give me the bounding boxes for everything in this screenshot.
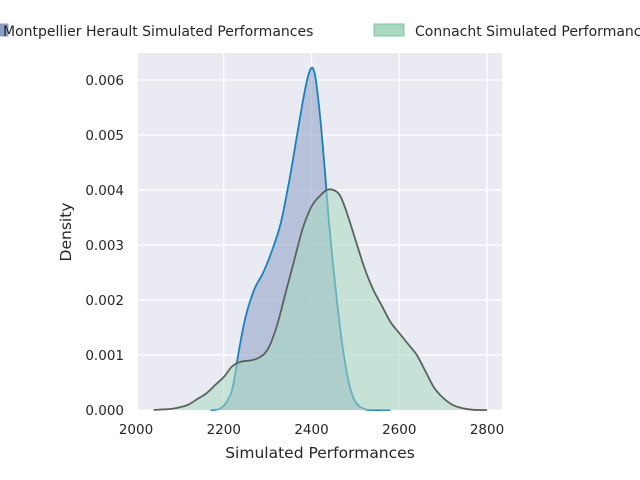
y-axis-label: Density bbox=[57, 203, 75, 262]
y-tick-label: 0.001 bbox=[85, 348, 124, 364]
y-tick-label: 0.004 bbox=[85, 183, 124, 199]
legend-swatch-montpellier bbox=[0, 23, 9, 37]
density-area-connacht bbox=[153, 189, 488, 411]
y-tick-label: 0.005 bbox=[85, 128, 124, 144]
x-tick-label: 2000 bbox=[119, 422, 153, 438]
legend: Montpellier Herault Simulated Performanc… bbox=[0, 23, 640, 40]
x-axis-ticks: 2000 2200 2400 2600 2800 bbox=[119, 422, 504, 438]
x-tick-label: 2600 bbox=[382, 422, 416, 438]
density-line-connacht bbox=[153, 188, 488, 411]
x-tick-label: 2800 bbox=[470, 422, 504, 438]
x-tick-label: 2200 bbox=[207, 422, 241, 438]
y-tick-label: 0.002 bbox=[85, 293, 124, 309]
density-series bbox=[153, 66, 488, 411]
legend-label-montpellier: Montpellier Herault Simulated Performanc… bbox=[3, 24, 313, 40]
x-tick-label: 2400 bbox=[294, 422, 328, 438]
y-tick-label: 0.000 bbox=[85, 403, 124, 419]
y-tick-label: 0.003 bbox=[85, 238, 124, 254]
legend-swatch-connacht bbox=[373, 23, 405, 37]
legend-label-connacht: Connacht Simulated Performances bbox=[415, 24, 640, 40]
y-axis-ticks: 0.000 0.001 0.002 0.003 0.004 0.005 0.006 bbox=[85, 73, 124, 419]
y-tick-label: 0.006 bbox=[85, 73, 124, 89]
x-axis-label: Simulated Performances bbox=[225, 444, 415, 462]
